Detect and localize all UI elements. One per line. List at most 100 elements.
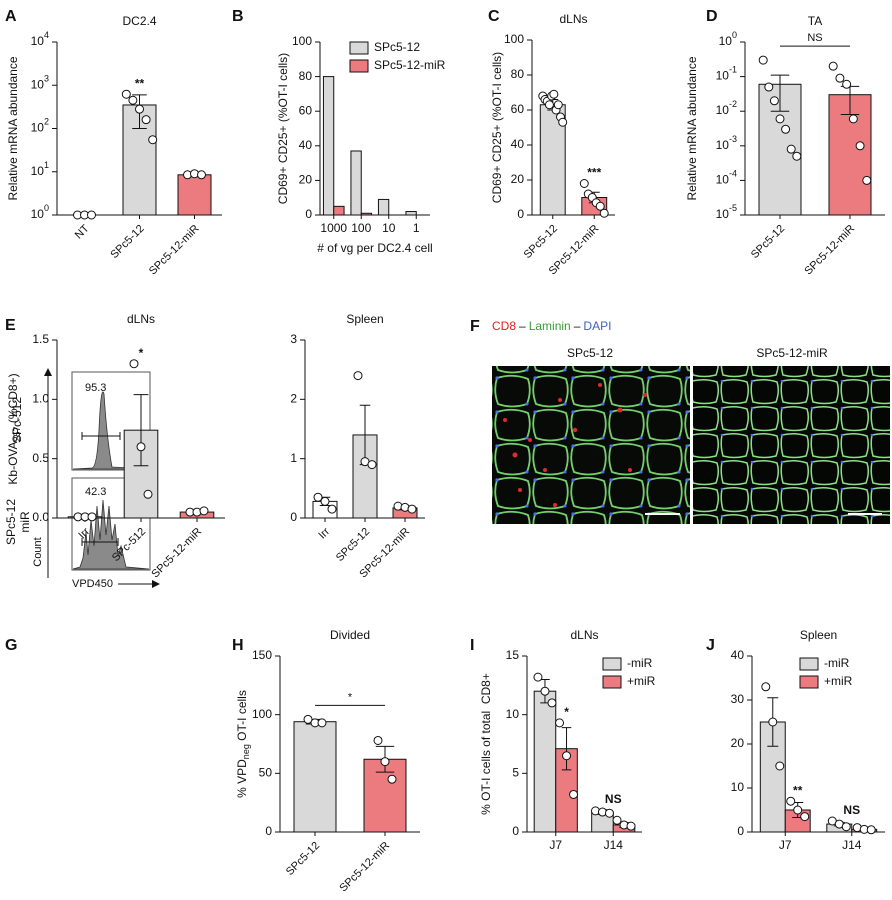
tick-exponent: 2: [44, 117, 49, 127]
legend-label: +miR: [627, 674, 656, 688]
y-tick-label: 40: [731, 648, 745, 662]
data-point: [599, 208, 609, 218]
panel-letter: G: [5, 637, 17, 654]
data-point: [320, 496, 330, 506]
significance: ***: [587, 166, 601, 180]
data-point: [128, 95, 138, 105]
y-tick-label: 50: [259, 766, 273, 780]
stain-legend: CD8– Laminin – DAPI: [492, 319, 611, 333]
bar: [350, 150, 362, 216]
data-point: [313, 492, 323, 502]
data-point: [862, 175, 872, 185]
legend-swatch: [349, 41, 369, 55]
y-tick-label: 80: [511, 67, 525, 81]
y-tick-label: 10-4: [716, 169, 737, 187]
data-point: [781, 124, 791, 134]
significance: NS: [843, 803, 860, 817]
legend-swatch: [602, 657, 622, 671]
x-tick-label: 100: [351, 221, 371, 235]
histogram: [72, 499, 150, 570]
data-point: [792, 151, 802, 161]
x-tick-label: J7: [779, 838, 792, 852]
y-tick-label: 1.5: [32, 332, 49, 346]
data-point: [380, 757, 390, 767]
y-axis-label: Relative mRNA abundance: [6, 56, 20, 200]
y-tick-label: 60: [511, 102, 525, 116]
data-point: [121, 89, 131, 99]
data-point: [148, 135, 158, 145]
data-point: [848, 114, 858, 124]
y-tick-label: 60: [299, 103, 313, 117]
y-tick-label: 10-3: [716, 134, 737, 152]
y-tick-label: 104: [31, 30, 49, 48]
legend-label: SPc5-12-miR: [374, 58, 446, 72]
data-point: [553, 100, 563, 110]
tick-exponent: -3: [729, 134, 737, 144]
tick-exponent: 1: [44, 160, 49, 170]
y-tick-label: 40: [299, 138, 313, 152]
data-point: [87, 210, 96, 220]
cd8-cells: [503, 383, 647, 507]
data-point: [317, 718, 327, 728]
bar: [360, 212, 373, 216]
tick-base: 10: [31, 121, 45, 135]
legend-swatch: [349, 59, 369, 73]
y-tick-label: 20: [731, 736, 745, 750]
x-tick-label: SPc5-12-miR: [147, 223, 202, 278]
error-bar: [133, 394, 149, 467]
bar: [533, 690, 557, 833]
y-tick-label: 20: [299, 173, 313, 187]
y-tick-label: 10-2: [716, 100, 737, 118]
panel-letter: C: [488, 8, 500, 25]
data-point: [373, 735, 383, 745]
legend-text: Laminin: [529, 319, 571, 333]
y-tick-label: 40: [511, 137, 525, 151]
data-point: [407, 504, 417, 514]
x-tick-label: SPc5-12-miR: [802, 223, 857, 278]
error-bar: [770, 74, 790, 112]
image-label: SPc5-12: [567, 346, 613, 360]
row-label: miR: [18, 511, 32, 533]
x-tick-label: SPc5-12-miR: [337, 840, 392, 895]
x-tick-label: Irr: [316, 525, 332, 541]
panel-title: dLNs: [570, 628, 598, 642]
y-tick-label: 30: [731, 692, 745, 706]
legend-label: -miR: [824, 656, 850, 670]
data-point: [769, 96, 779, 106]
panel-title: dLNs: [127, 312, 155, 326]
y-tick-label: 20: [511, 172, 525, 186]
data-point: [626, 821, 636, 831]
x-tick-label: SPc5-12: [284, 840, 322, 878]
data-point: [303, 714, 313, 724]
tick-base: 10: [716, 173, 730, 187]
panel-letter: J: [706, 637, 715, 654]
x-tick-label: SPc5-12: [108, 223, 146, 261]
legend-label: SPc5-12: [374, 40, 420, 54]
significance: **: [793, 783, 803, 797]
data-point: [786, 796, 796, 806]
data-point: [842, 79, 852, 89]
data-point: [135, 104, 144, 114]
x-tick-label: J14: [842, 838, 862, 852]
panel-letter: I: [470, 637, 474, 654]
y-tick-label: 100: [504, 32, 524, 46]
data-point: [775, 761, 785, 771]
y-tick-label: 0: [737, 824, 744, 838]
panel-letter: H: [232, 637, 244, 654]
y-tick-label: 100: [719, 30, 737, 48]
y-tick-label: 100: [292, 34, 312, 48]
y-tick-label: 1: [290, 451, 297, 465]
label-text: OT-I cells: [235, 690, 249, 744]
y-axis-label: Relative mRNA abundance: [685, 56, 699, 200]
image-panel: F CD8– Laminin – DAPI SPc5-12 SPc5-12-miR: [470, 318, 890, 524]
data-point: [793, 805, 803, 815]
tick-exponent: -1: [729, 65, 737, 75]
data-point: [547, 698, 557, 708]
y-tick-label: 5: [512, 766, 519, 780]
tick-base: 10: [716, 207, 730, 221]
tick-base: 10: [31, 164, 45, 178]
y-tick-label: 2: [290, 392, 297, 406]
data-point: [533, 672, 543, 682]
bar: [177, 174, 212, 216]
data-point: [544, 100, 554, 110]
